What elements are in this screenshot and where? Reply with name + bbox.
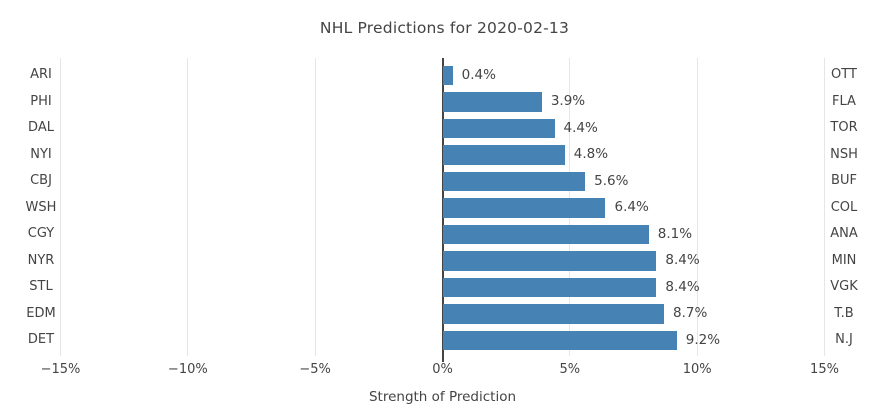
- y-axis-label-right: OTT: [831, 67, 857, 82]
- bar: [442, 277, 657, 298]
- bar-value-label: 8.1%: [657, 225, 693, 242]
- bar-value-label: 8.4%: [665, 252, 700, 269]
- y-axis-label-right: MIN: [831, 252, 857, 268]
- y-axis-label-right: BUF: [831, 173, 857, 189]
- y-axis-label-left: WSH: [25, 199, 57, 215]
- bar: [442, 304, 665, 324]
- y-axis-label-right: COL: [830, 199, 858, 215]
- x-tick-label: −5%: [299, 362, 331, 377]
- x-tick-label: −15%: [40, 362, 81, 377]
- y-axis-label-left: NYI: [30, 146, 52, 162]
- gridline: [60, 58, 61, 356]
- y-axis-label-left: EDM: [26, 305, 56, 321]
- y-axis-label-right: T.B: [834, 305, 854, 321]
- bar-value-label: 4.8%: [573, 146, 609, 163]
- y-axis-label-right: NSH: [830, 146, 858, 162]
- bar: [442, 92, 542, 112]
- y-axis-label-left: STL: [29, 279, 53, 295]
- bar-value-label: 5.6%: [594, 172, 629, 189]
- bar: [442, 224, 649, 245]
- gridline: [314, 58, 316, 356]
- x-axis-title: Strength of Prediction: [368, 389, 517, 405]
- x-tick-label: 10%: [682, 362, 712, 377]
- bar-value-label: 0.4%: [461, 66, 496, 83]
- gridline: [187, 58, 189, 356]
- gridline: [696, 58, 698, 356]
- y-axis-label-right: TOR: [830, 120, 858, 136]
- y-axis-label-right: FLA: [832, 93, 856, 109]
- bar: [442, 251, 657, 271]
- bar: [442, 171, 586, 192]
- gridline: [824, 58, 825, 356]
- y-axis-label-right: N.J: [835, 332, 853, 348]
- y-axis-label-left: PHI: [30, 93, 52, 109]
- bar: [442, 65, 453, 86]
- x-tick-label: 15%: [810, 362, 839, 377]
- bar: [442, 198, 606, 218]
- bar-value-label: 3.9%: [550, 93, 586, 110]
- x-tick-label: −10%: [167, 362, 208, 377]
- bar: [442, 118, 555, 139]
- y-axis-label-left: NYR: [27, 252, 55, 268]
- bar-value-label: 9.2%: [685, 331, 721, 348]
- x-tick-label: 0%: [432, 362, 453, 377]
- y-axis-label-left: ARI: [30, 67, 52, 82]
- bar: [442, 330, 677, 351]
- y-axis-label-left: DAL: [28, 120, 54, 136]
- y-axis-label-left: CGY: [27, 226, 55, 242]
- y-axis-label-left: DET: [27, 332, 55, 348]
- bar-value-label: 6.4%: [614, 199, 649, 216]
- bar: [442, 145, 565, 165]
- y-axis-label-left: CBJ: [30, 173, 52, 189]
- bar-value-label: 8.7%: [673, 305, 708, 322]
- y-axis-label-right: ANA: [830, 226, 858, 242]
- x-tick-label: 5%: [559, 362, 581, 377]
- bar-value-label: 4.4%: [563, 119, 598, 136]
- bar-value-label: 8.4%: [665, 278, 700, 295]
- y-axis-label-right: VGK: [830, 279, 858, 295]
- chart-title: NHL Predictions for 2020-02-13: [319, 19, 570, 37]
